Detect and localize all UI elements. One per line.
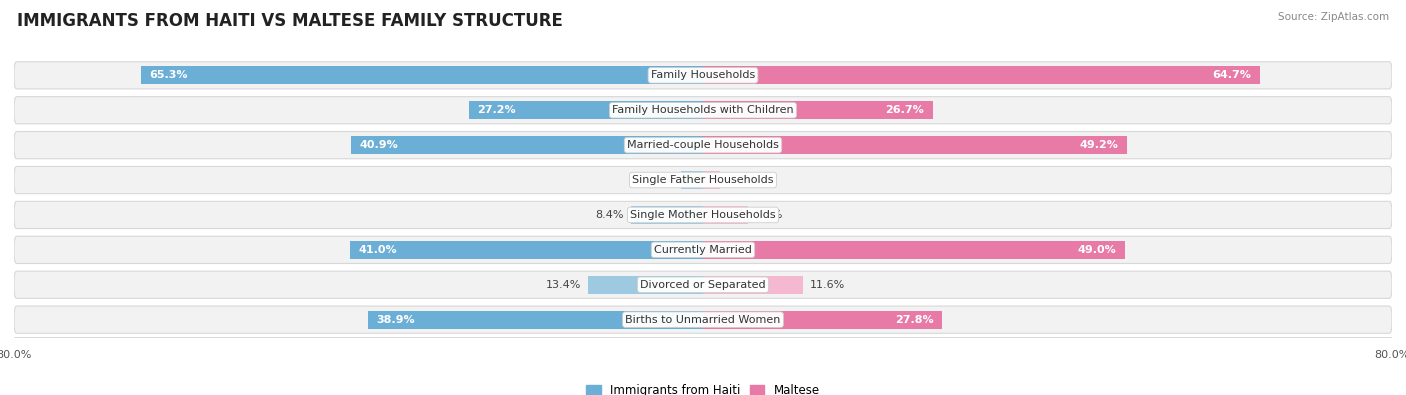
Text: Family Households: Family Households bbox=[651, 70, 755, 80]
Bar bbox=[703, 310, 942, 329]
Bar bbox=[703, 206, 748, 224]
Text: IMMIGRANTS FROM HAITI VS MALTESE FAMILY STRUCTURE: IMMIGRANTS FROM HAITI VS MALTESE FAMILY … bbox=[17, 12, 562, 30]
Bar bbox=[703, 136, 1126, 154]
Text: 5.2%: 5.2% bbox=[755, 210, 783, 220]
Bar bbox=[703, 66, 1260, 85]
Text: Married-couple Households: Married-couple Households bbox=[627, 140, 779, 150]
Text: 38.9%: 38.9% bbox=[377, 315, 415, 325]
Text: 64.7%: 64.7% bbox=[1213, 70, 1251, 80]
Text: Source: ZipAtlas.com: Source: ZipAtlas.com bbox=[1278, 12, 1389, 22]
FancyBboxPatch shape bbox=[14, 271, 1392, 298]
Bar bbox=[631, 206, 703, 224]
Text: 65.3%: 65.3% bbox=[149, 70, 188, 80]
Text: Single Mother Households: Single Mother Households bbox=[630, 210, 776, 220]
Legend: Immigrants from Haiti, Maltese: Immigrants from Haiti, Maltese bbox=[582, 379, 824, 395]
FancyBboxPatch shape bbox=[14, 201, 1392, 229]
FancyBboxPatch shape bbox=[14, 62, 1392, 89]
FancyBboxPatch shape bbox=[14, 166, 1392, 194]
Bar bbox=[703, 241, 1125, 259]
Text: 49.0%: 49.0% bbox=[1077, 245, 1116, 255]
Text: 41.0%: 41.0% bbox=[359, 245, 396, 255]
FancyBboxPatch shape bbox=[14, 97, 1392, 124]
FancyBboxPatch shape bbox=[14, 132, 1392, 159]
Text: Divorced or Separated: Divorced or Separated bbox=[640, 280, 766, 290]
Bar bbox=[681, 171, 703, 189]
Bar bbox=[468, 101, 703, 119]
Text: 27.8%: 27.8% bbox=[896, 315, 934, 325]
Text: 2.0%: 2.0% bbox=[727, 175, 755, 185]
Text: 11.6%: 11.6% bbox=[810, 280, 845, 290]
Bar bbox=[588, 276, 703, 294]
Text: 49.2%: 49.2% bbox=[1080, 140, 1118, 150]
Bar bbox=[368, 310, 703, 329]
Bar bbox=[703, 276, 803, 294]
Text: Currently Married: Currently Married bbox=[654, 245, 752, 255]
FancyBboxPatch shape bbox=[14, 236, 1392, 263]
Text: 8.4%: 8.4% bbox=[595, 210, 624, 220]
Text: Births to Unmarried Women: Births to Unmarried Women bbox=[626, 315, 780, 325]
FancyBboxPatch shape bbox=[14, 306, 1392, 333]
Text: Single Father Households: Single Father Households bbox=[633, 175, 773, 185]
Text: 13.4%: 13.4% bbox=[546, 280, 581, 290]
Bar bbox=[141, 66, 703, 85]
Text: 40.9%: 40.9% bbox=[360, 140, 398, 150]
Text: Family Households with Children: Family Households with Children bbox=[612, 105, 794, 115]
Text: 27.2%: 27.2% bbox=[478, 105, 516, 115]
Bar bbox=[703, 171, 720, 189]
Text: 26.7%: 26.7% bbox=[886, 105, 924, 115]
Bar bbox=[703, 101, 934, 119]
Bar bbox=[350, 241, 703, 259]
Text: 2.6%: 2.6% bbox=[645, 175, 673, 185]
Bar bbox=[350, 136, 703, 154]
